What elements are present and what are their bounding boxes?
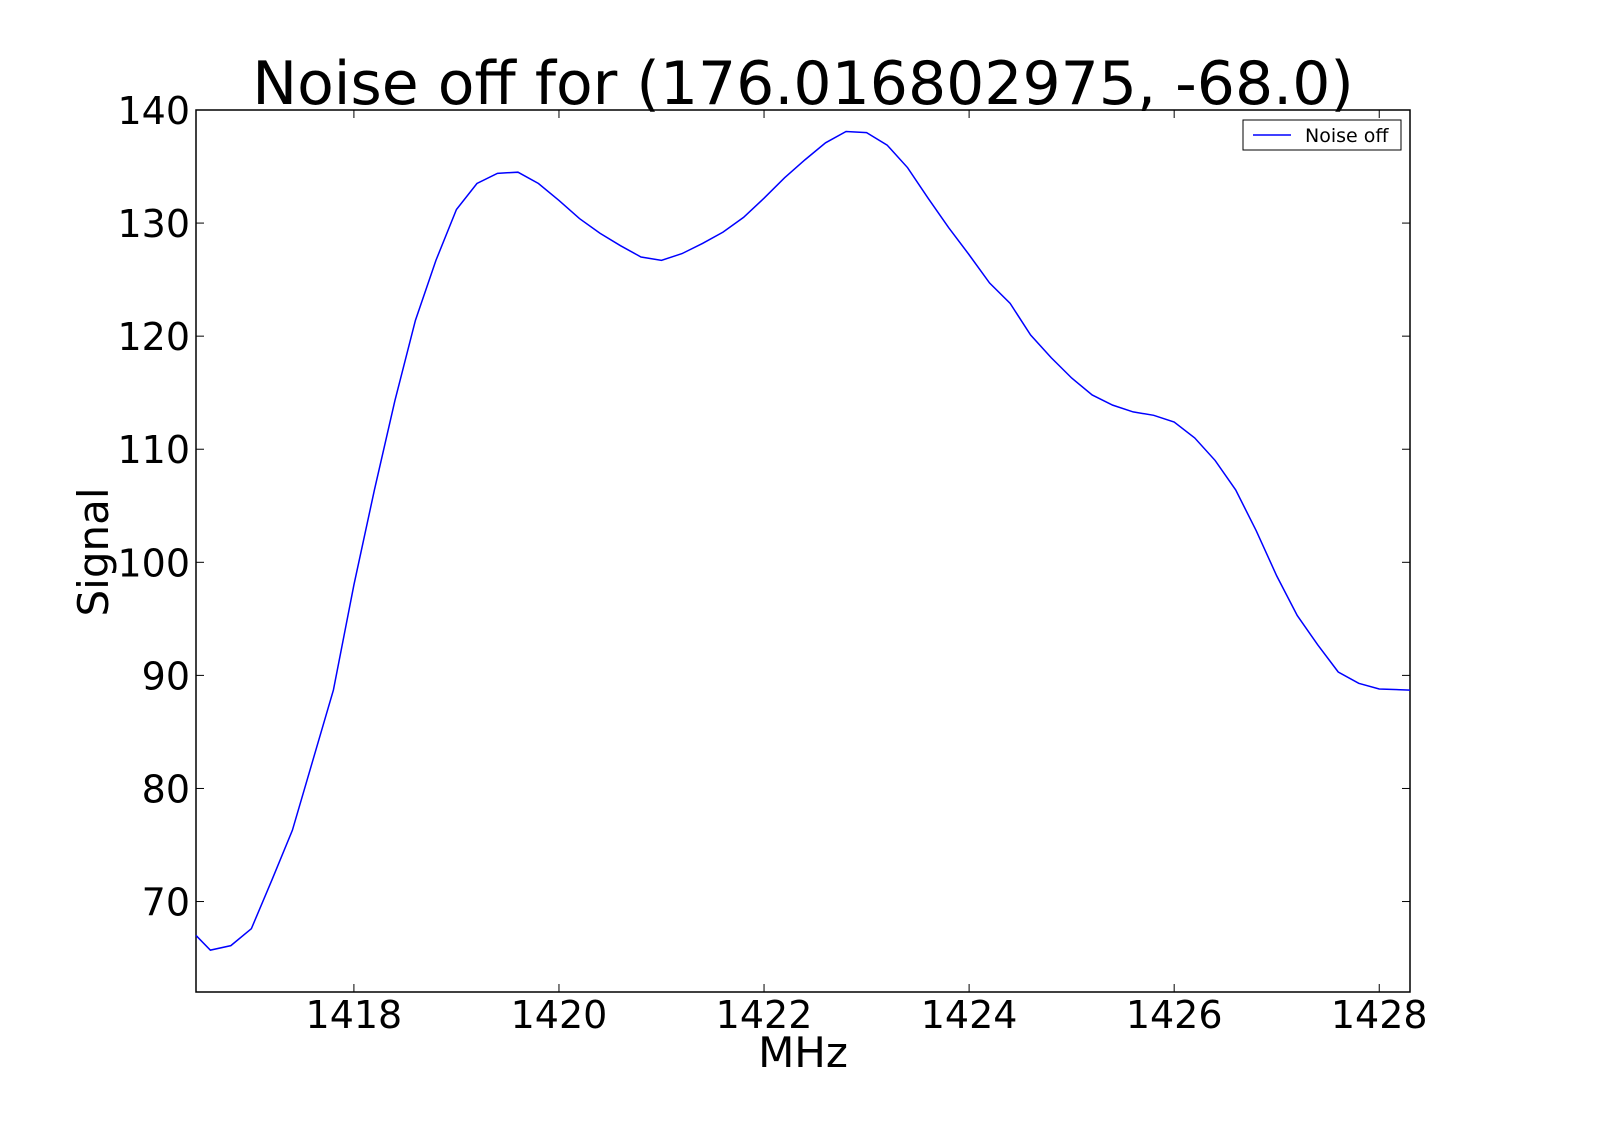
x-axis-label: MHz: [758, 1028, 848, 1077]
y-tick-label: 100: [117, 541, 190, 585]
y-tick-label: 80: [142, 767, 190, 811]
x-tick-label: 1428: [1331, 993, 1428, 1037]
x-tick-label: 1424: [921, 993, 1018, 1037]
y-axis-label: Signal: [69, 487, 118, 616]
y-tick-label: 140: [117, 89, 190, 133]
y-tick-label: 90: [142, 654, 190, 698]
data-line: [195, 130, 1411, 951]
x-tick-label: 1422: [716, 993, 813, 1037]
legend-label: Noise off: [1305, 125, 1389, 147]
y-tick-label: 130: [117, 202, 190, 246]
plot-frame: [195, 109, 1411, 993]
y-tick-label: 110: [117, 428, 190, 472]
y-tick-label: 120: [117, 315, 190, 359]
x-tick-label: 1420: [511, 993, 608, 1037]
x-tick-label: 1418: [306, 993, 403, 1037]
y-tick-label: 70: [142, 881, 190, 925]
x-tick-label: 1426: [1126, 993, 1223, 1037]
chart-title: Noise off for (176.016802975, -68.0): [252, 49, 1354, 119]
